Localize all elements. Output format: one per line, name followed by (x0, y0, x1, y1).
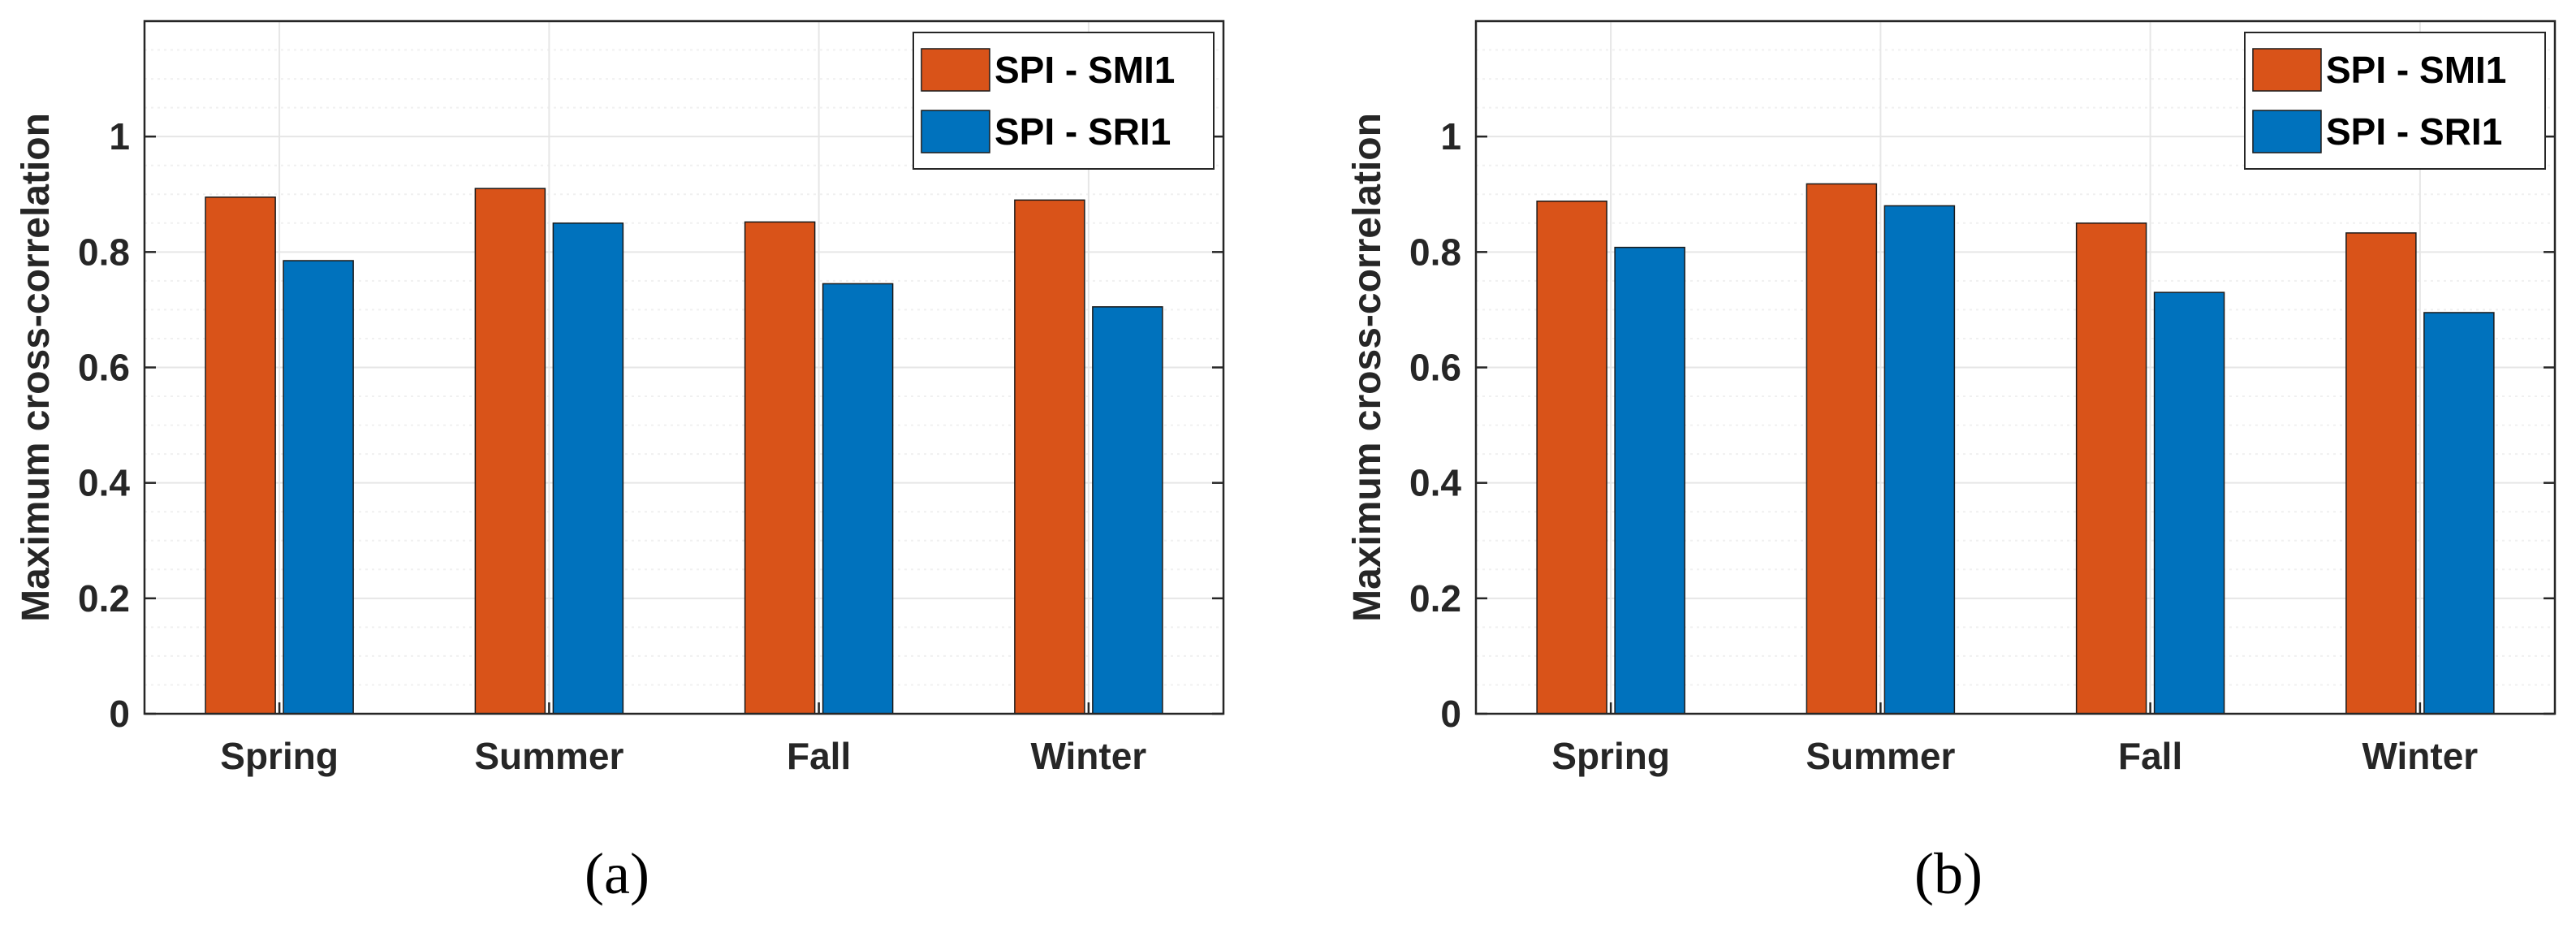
chart-a: 0 0.2 0.4 0.6 0.8 1 Spring Summer Fall Winter Maxi… (15, 19, 1225, 906)
bar-smi1-summer (474, 188, 546, 715)
bar-sri1-spring (1614, 246, 1685, 715)
x-tick-label-winter: Winter (2362, 735, 2479, 777)
y-tick-label: 0.2 (78, 577, 130, 620)
y-tick-label: 0.4 (78, 462, 130, 504)
y-tick-label: 1 (1440, 115, 1461, 158)
legend-label-smi1: SPI - SMI1 (2326, 49, 2506, 91)
y-tick-label: 0.2 (1409, 577, 1461, 620)
bar-smi1-spring (1536, 201, 1607, 715)
bar-smi1-spring (205, 197, 276, 715)
x-tick-label-spring: Spring (220, 735, 339, 777)
bar-smi1-winter (1014, 199, 1085, 715)
y-tick-label: 0 (109, 693, 130, 735)
x-tick-label-fall: Fall (2118, 735, 2182, 777)
chart-b: 0 0.2 0.4 0.6 0.8 1 Spring Summer Fall Winter Maxi… (1346, 19, 2557, 906)
y-axis-label: Maximum cross-correlation (15, 113, 58, 622)
bar-smi1-winter (2345, 232, 2417, 715)
panel-label: (b) (1914, 841, 1983, 906)
bar-sri1-summer (552, 222, 624, 715)
legend-swatch-smi1 (921, 48, 990, 92)
legend-label-sri1: SPI - SRI1 (2326, 110, 2502, 153)
y-tick-label: 0.6 (1409, 347, 1461, 389)
bar-sri1-spring (283, 260, 354, 715)
x-tick-label-fall: Fall (787, 735, 851, 777)
x-tick-label-summer: Summer (474, 735, 624, 777)
bar-sri1-winter (2423, 312, 2495, 715)
legend-swatch-sri1 (921, 110, 990, 153)
x-tick-label-winter: Winter (1031, 735, 1147, 777)
y-tick-label: 1 (109, 115, 130, 158)
x-tick-label-spring: Spring (1551, 735, 1670, 777)
y-tick-label: 0.4 (1409, 462, 1461, 504)
bar-smi1-fall (744, 221, 816, 715)
y-tick-label: 0.6 (78, 347, 130, 389)
legend-swatch-sri1 (2252, 110, 2322, 153)
legend-label-smi1: SPI - SMI1 (995, 49, 1175, 91)
y-axis-label: Maximum cross-correlation (1346, 113, 1389, 622)
y-tick-label: 0.8 (1409, 231, 1461, 273)
x-tick-label-summer: Summer (1806, 735, 1955, 777)
panel-label: (a) (585, 841, 649, 906)
bar-sri1-summer (1883, 205, 1956, 715)
bar-sri1-winter (1092, 306, 1163, 715)
bar-sri1-fall (822, 283, 894, 715)
bar-smi1-fall (2075, 222, 2147, 715)
y-tick-label: 0 (1440, 693, 1461, 735)
legend-swatch-smi1 (2252, 48, 2322, 92)
bar-sri1-fall (2153, 292, 2225, 715)
bar-smi1-summer (1806, 183, 1878, 715)
y-tick-label: 0.8 (78, 231, 130, 273)
legend-label-sri1: SPI - SRI1 (995, 110, 1171, 153)
